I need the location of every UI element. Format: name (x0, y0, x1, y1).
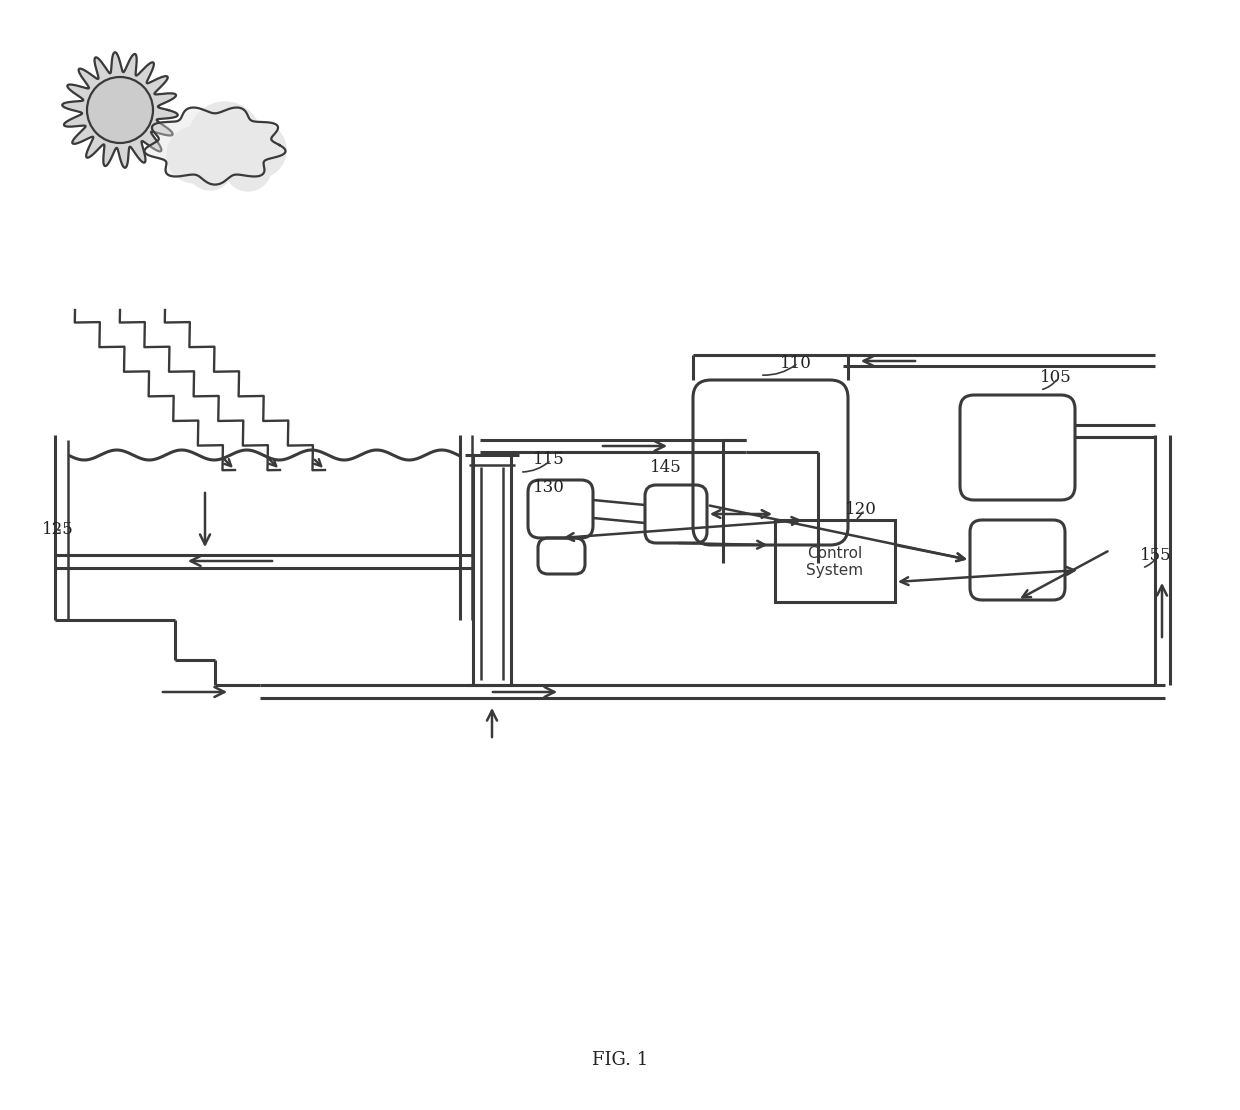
Polygon shape (145, 108, 285, 184)
Text: 105: 105 (1040, 370, 1071, 386)
Text: 145: 145 (650, 460, 682, 476)
Circle shape (188, 102, 260, 174)
Text: Control: Control (807, 545, 863, 561)
Text: 115: 115 (533, 452, 564, 468)
Text: 110: 110 (780, 354, 812, 372)
Polygon shape (62, 52, 177, 168)
Text: 125: 125 (42, 522, 73, 538)
Circle shape (167, 127, 223, 183)
Circle shape (188, 147, 232, 190)
Text: FIG. 1: FIG. 1 (591, 1051, 649, 1069)
Text: 155: 155 (1140, 546, 1172, 564)
Text: System: System (806, 564, 863, 578)
Circle shape (224, 145, 272, 191)
Text: 130: 130 (533, 480, 565, 496)
Circle shape (87, 77, 153, 143)
Circle shape (229, 122, 286, 178)
Text: 120: 120 (844, 502, 877, 518)
Bar (775, 519, 895, 602)
